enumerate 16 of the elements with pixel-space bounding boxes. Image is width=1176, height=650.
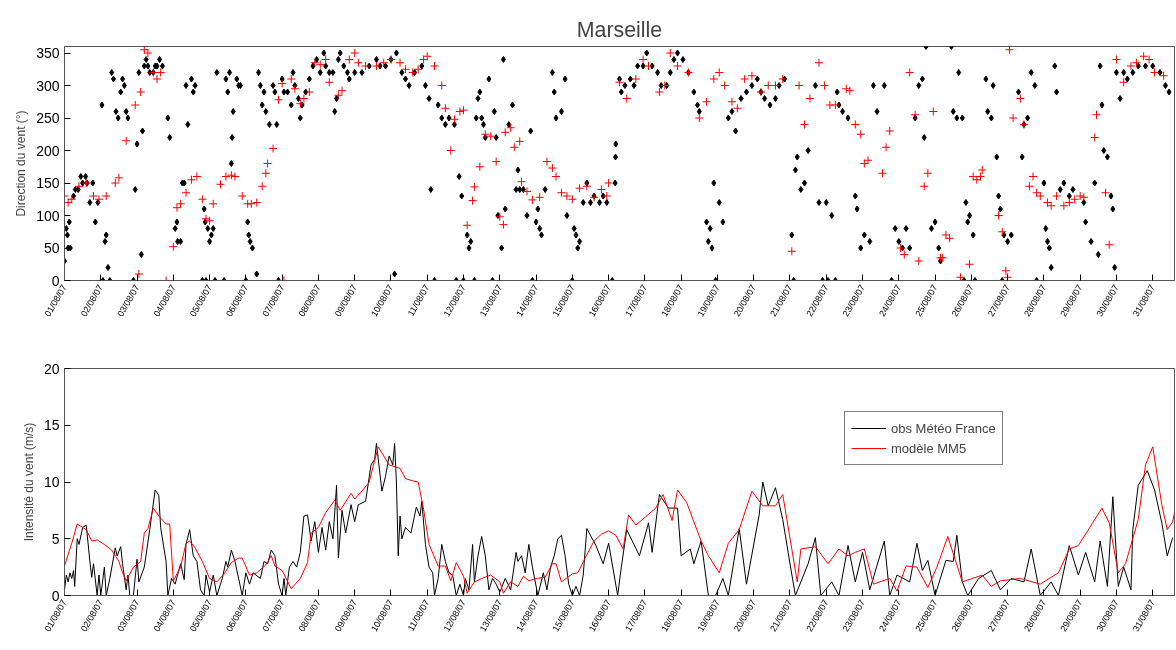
y-axis-title: Intensité du vent (m/s) bbox=[21, 422, 36, 542]
y-tick-label: 5 bbox=[51, 530, 60, 547]
y-tick-label: 350 bbox=[36, 45, 60, 61]
y-tick-label: 250 bbox=[36, 110, 60, 126]
y-tick-label: 20 bbox=[43, 360, 60, 377]
legend-label: modèle MM5 bbox=[891, 440, 967, 456]
y-tick-label: 200 bbox=[36, 142, 60, 159]
legend-label: obs Météo France bbox=[891, 420, 996, 436]
y-tick-label: 50 bbox=[43, 240, 60, 256]
y-tick-label: 300 bbox=[36, 77, 60, 94]
y-tick-label: 15 bbox=[43, 417, 60, 434]
y-tick-label: 150 bbox=[36, 175, 60, 191]
y-tick-label: 100 bbox=[36, 207, 60, 224]
y-axis-title: Direction du vent (°) bbox=[14, 110, 29, 217]
chart-title: Marseille bbox=[576, 17, 663, 42]
y-tick-label: 10 bbox=[43, 474, 60, 490]
